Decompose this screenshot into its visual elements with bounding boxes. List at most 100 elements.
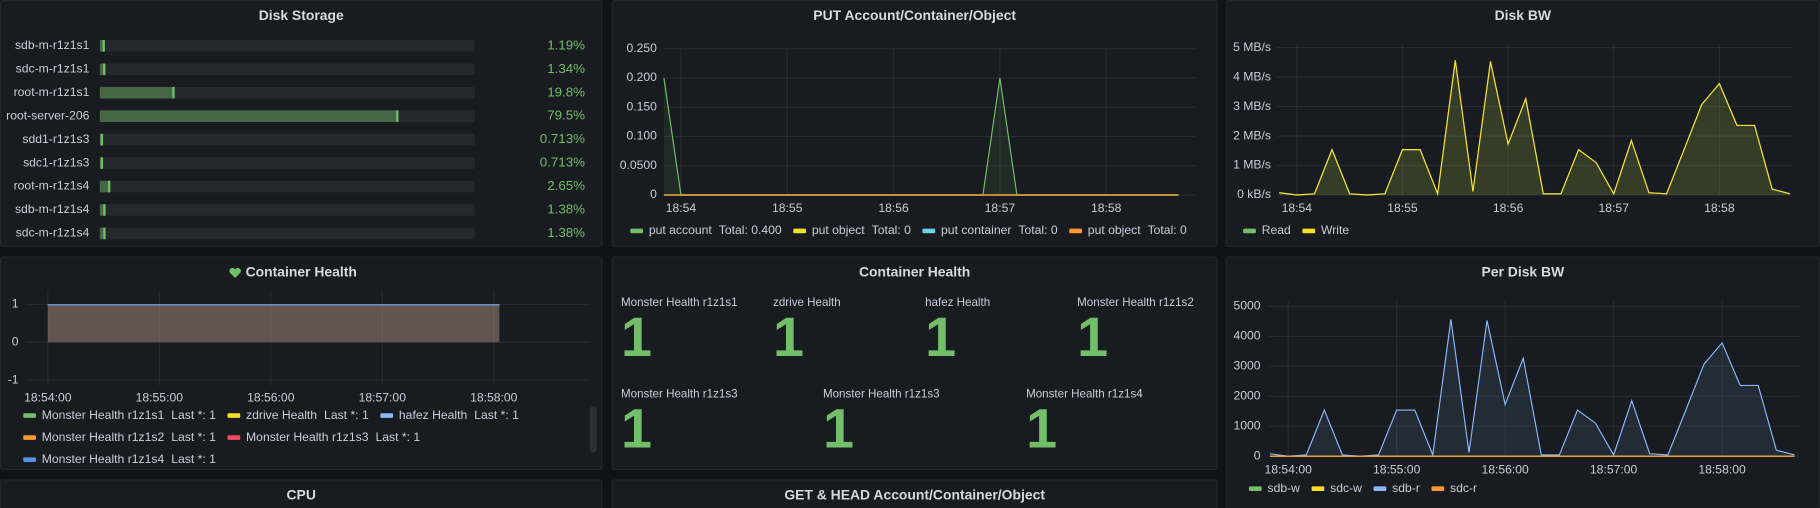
legend-swatch	[23, 413, 36, 418]
panel: Disk BW 0 kB/s 1 MB/s 2 MB/s 3 MB/s 4 MB/s 5 M…	[1225, 0, 1820, 248]
legend-swatch	[1069, 228, 1083, 234]
legend-item: sdc-w	[1311, 481, 1362, 495]
x-tick-label: 18:58	[1704, 201, 1735, 215]
x-tick-label: 18:54	[1282, 201, 1313, 215]
legend-swatch	[227, 413, 241, 418]
bar	[99, 63, 105, 76]
legend-swatch	[630, 228, 644, 234]
gauge-value: 1.34%	[547, 61, 585, 76]
gauge-track	[99, 40, 475, 52]
stat-label: hafez Health	[925, 296, 990, 309]
y-tick-label: 0	[1254, 448, 1261, 462]
area	[47, 304, 500, 343]
gauge-value: 79.5%	[547, 108, 585, 123]
legend-swatch	[380, 413, 394, 418]
x-tick-label: 18:54:00	[1264, 462, 1312, 476]
area	[47, 304, 500, 343]
y-tick-label: 0.200	[626, 70, 657, 84]
stat-label: Monster Health r1z1s1	[621, 296, 738, 309]
gauge-value: 2.65%	[547, 178, 585, 193]
area	[1279, 60, 1790, 196]
line	[1279, 60, 1790, 197]
legend-label: sdb-w	[1268, 481, 1301, 495]
gauge-value: 0.713%	[540, 155, 585, 170]
legend-item: hafez Health Last *: 1	[380, 408, 519, 422]
gauge-track	[99, 180, 475, 193]
legend-swatch	[1243, 228, 1256, 234]
legend-swatch	[793, 228, 807, 234]
panel-title: CPU	[287, 486, 316, 502]
bar	[99, 86, 175, 99]
y-tick-label: 0 kB/s	[1237, 187, 1271, 201]
panel-background	[611, 479, 1218, 508]
y-tick-label: -1	[8, 372, 19, 386]
legend-swatch	[227, 435, 241, 440]
x-tick-label: 18:58:00	[1698, 462, 1746, 476]
legend-label: Read	[1262, 223, 1291, 237]
y-tick-label: 5000	[1233, 299, 1260, 313]
legend-item: put object Total: 0	[793, 223, 911, 237]
legend-label: Monster Health r1z1s4	[42, 452, 165, 466]
bar	[99, 180, 110, 193]
bar-end	[103, 204, 106, 216]
stat-label: Monster Health r1z1s4	[1026, 388, 1143, 401]
y-tick-label: 1 MB/s	[1233, 158, 1271, 172]
panel-background	[611, 256, 1218, 471]
gauge-track	[99, 157, 475, 169]
x-tick-label: 18:58:00	[470, 390, 518, 404]
y-tick-label: 1000	[1233, 418, 1260, 432]
panel: CPU	[0, 479, 603, 508]
area	[1279, 60, 1790, 196]
legend-item: put account Total: 0.400	[630, 223, 782, 237]
legend-value: Total: 0.400	[719, 223, 782, 237]
x-tick-label: 18:57	[1599, 201, 1630, 215]
legend-label: put object	[812, 223, 865, 237]
legend-item: sdb-r	[1373, 481, 1420, 495]
legend-swatch	[23, 435, 36, 440]
gauge-value: 1.38%	[547, 202, 585, 217]
gauge-label: sdb-m-r1z1s4	[15, 202, 90, 216]
scrollbar	[589, 406, 597, 453]
stat-value: 1	[823, 398, 854, 460]
gauge-label: root-m-r1z1s4	[14, 179, 90, 193]
panel-background	[1225, 0, 1820, 248]
x-tick-label: 18:56	[878, 201, 909, 215]
bar-end	[100, 133, 104, 146]
panel-title: Disk Storage	[259, 7, 344, 23]
bar	[99, 110, 398, 122]
area	[1270, 319, 1795, 457]
panel: GET & HEAD Account/Container/Object	[611, 479, 1218, 508]
bar-end	[172, 86, 175, 99]
panel-background	[0, 256, 603, 471]
stat-value: 1	[1026, 398, 1057, 460]
x-tick-label: 18:55:00	[136, 390, 184, 404]
x-tick-label: 18:58	[1091, 201, 1122, 215]
legend-swatch	[922, 228, 936, 234]
legend-item: put container Total: 0	[922, 223, 1058, 237]
bar	[99, 40, 105, 52]
legend-value: Last *: 1	[375, 430, 420, 444]
legend-label: put object	[1088, 223, 1141, 237]
legend-value: Last *: 1	[171, 430, 216, 444]
panel-title: Container Health	[859, 263, 970, 279]
stat-label: Monster Health r1z1s2	[1077, 296, 1194, 309]
gauge-track	[99, 204, 475, 216]
legend-item: Monster Health r1z1s4 Last *: 1	[23, 452, 216, 466]
legend-value: Total: 0	[1148, 223, 1187, 237]
legend-item: put object Total: 0	[1069, 223, 1187, 237]
gauge-label: sdc1-r1z1s3	[23, 155, 90, 169]
gauge-value: 0.713%	[540, 131, 585, 146]
heart-icon	[229, 267, 241, 278]
legend-value: Last *: 1	[474, 408, 519, 422]
bar-end	[103, 63, 106, 76]
gauge-label: sdb-m-r1z1s1	[15, 38, 90, 52]
x-tick-label: 18:54:00	[24, 390, 72, 404]
y-tick-label: 0.150	[626, 99, 657, 113]
x-tick-label: 18:56:00	[1481, 462, 1529, 476]
legend-label: Write	[1321, 223, 1349, 237]
stat-value: 1	[621, 398, 652, 460]
legend-swatch	[1302, 228, 1316, 234]
stat-label: Monster Health r1z1s3	[621, 388, 738, 401]
panel-title: Per Disk BW	[1482, 263, 1566, 279]
